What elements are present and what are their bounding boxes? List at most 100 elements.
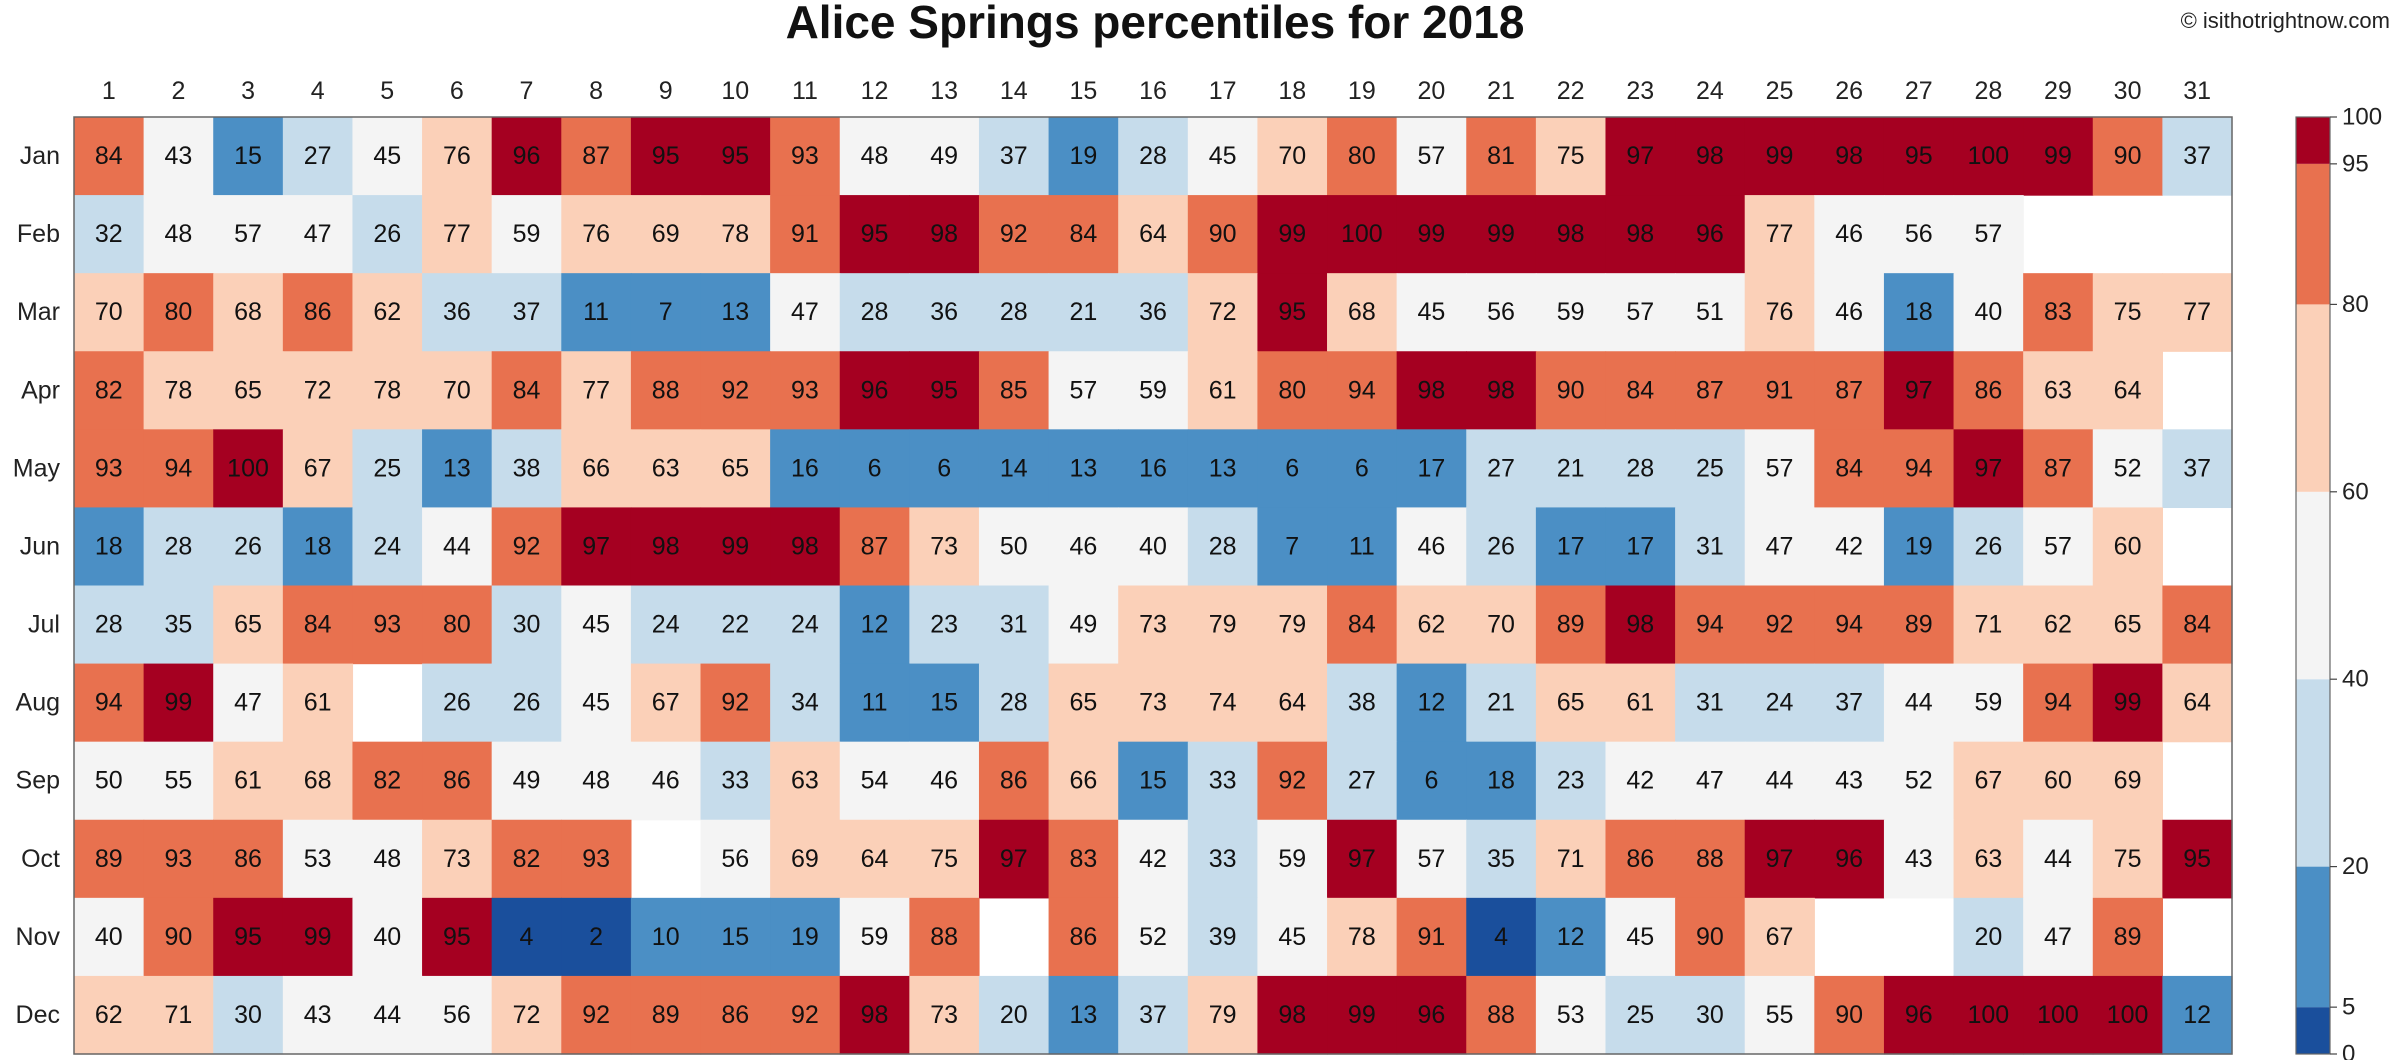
cell-value-label: 56 [721, 845, 749, 873]
cell-value-label: 65 [1069, 689, 1097, 717]
heatmap-cell [282, 585, 354, 665]
heatmap-cell [1814, 819, 1885, 899]
column-tick-label: 22 [1557, 77, 1585, 105]
cell-value-label: 59 [861, 923, 889, 951]
heatmap-cell [1675, 741, 1746, 821]
heatmap-cell [1953, 741, 2024, 821]
cell-value-label: 40 [95, 923, 123, 951]
heatmap-cell [839, 819, 910, 899]
heatmap-cells: 84 43 15 27 45 76 96 87 95 95 93 48 49 37 19 28 45 70 80 57… [74, 117, 2233, 1055]
heatmap-cell [1744, 351, 1815, 430]
heatmap-cell [352, 975, 423, 1055]
cell-value-label: 84 [95, 142, 123, 170]
cell-value-label: 12 [2183, 1001, 2211, 1029]
heatmap-cell [1257, 117, 1328, 196]
heatmap-cell [213, 507, 284, 587]
heatmap-cell [282, 741, 354, 821]
cell-value-label: 98 [1418, 376, 1446, 404]
cell-value-label: 100 [2037, 1001, 2079, 1029]
cell-value-label: 89 [2114, 923, 2142, 951]
cell-value-label: 72 [1209, 298, 1237, 326]
heatmap-cell [630, 663, 702, 743]
heatmap-cell [1466, 195, 1537, 274]
heatmap-cell [1883, 507, 1955, 587]
cell-value-label: 28 [1626, 454, 1654, 482]
heatmap-cell [700, 897, 771, 977]
cell-value-label: 42 [1626, 767, 1654, 795]
cell-value-label: 99 [1348, 1001, 1376, 1029]
cell-value-label: 90 [1557, 376, 1585, 404]
cell-value-label: 6 [1285, 454, 1299, 482]
heatmap-cell [2162, 585, 2233, 665]
cell-value-label: 64 [2183, 689, 2211, 717]
column-tick-label: 26 [1835, 77, 1863, 105]
cell-value-label: 46 [1069, 532, 1097, 560]
heatmap-cell [978, 975, 1050, 1055]
heatmap-cell [1744, 507, 1815, 587]
heatmap-cell [1327, 195, 1398, 274]
cell-value-label: 30 [234, 1001, 262, 1029]
heatmap-cell [770, 975, 841, 1055]
heatmap-cell [1605, 429, 1676, 509]
heatmap-cell [143, 429, 214, 509]
column-tick-label: 4 [311, 77, 325, 105]
cell-value-label: 97 [1348, 845, 1376, 873]
cell-value-label: 25 [373, 454, 401, 482]
heatmap-cell [630, 351, 702, 430]
heatmap-cell [909, 429, 980, 509]
heatmap-cell [561, 195, 632, 274]
row-tick-label: Oct [21, 845, 60, 873]
heatmap-cell [282, 429, 354, 509]
column-tick-label: 8 [589, 77, 603, 105]
cell-value-label: 45 [1278, 923, 1306, 951]
heatmap-cell [561, 897, 632, 977]
cell-value-label: 43 [1905, 845, 1933, 873]
colorbar-tick-label: 40 [2342, 666, 2369, 693]
heatmap-cell [1048, 585, 1119, 665]
heatmap-cell [978, 819, 1050, 899]
heatmap-cell [1048, 819, 1119, 899]
heatmap-cell [213, 351, 284, 430]
heatmap-cell [1118, 273, 1189, 352]
heatmap-cell [282, 897, 354, 977]
cell-value-label: 47 [304, 220, 332, 248]
cell-value-label: 60 [2114, 532, 2142, 560]
heatmap-cell [1048, 351, 1119, 430]
cell-value-label: 56 [1487, 298, 1515, 326]
row-tick-label: Sep [16, 767, 60, 795]
heatmap-cell [422, 273, 493, 352]
heatmap-cell [700, 741, 771, 821]
heatmap-cell [2023, 507, 2094, 587]
cell-value-label: 93 [373, 611, 401, 639]
cell-value-label: 70 [95, 298, 123, 326]
cell-value-label: 13 [443, 454, 471, 482]
heatmap-cell [1605, 819, 1676, 899]
cell-value-label: 70 [1278, 142, 1306, 170]
heatmap-cell [1257, 975, 1328, 1055]
heatmap-cell [1048, 429, 1119, 509]
column-tick-label: 15 [1069, 77, 1097, 105]
heatmap-cell [1396, 195, 1467, 274]
heatmap-cell [1814, 351, 1885, 430]
cell-value-label: 69 [652, 220, 680, 248]
cell-value-label: 67 [304, 454, 332, 482]
column-tick-label: 31 [2183, 77, 2211, 105]
heatmap-cell [1187, 117, 1259, 196]
cell-value-label: 60 [2044, 767, 2072, 795]
cell-value-label: 48 [165, 220, 193, 248]
cell-value-label: 62 [373, 298, 401, 326]
heatmap-cell [1535, 195, 1607, 274]
cell-value-label: 27 [304, 142, 332, 170]
heatmap-cell [143, 819, 214, 899]
heatmap-cell [491, 819, 562, 899]
cell-value-label: 65 [234, 611, 262, 639]
heatmap-cell [422, 429, 493, 509]
cell-value-label: 88 [1487, 1001, 1515, 1029]
heatmap-cell [491, 117, 562, 196]
heatmap-cell [630, 117, 702, 196]
cell-value-label: 18 [95, 532, 123, 560]
cell-value-label: 46 [930, 767, 958, 795]
heatmap-cell [839, 585, 910, 665]
heatmap-cell [1327, 897, 1398, 977]
cell-value-label: 85 [1000, 376, 1028, 404]
